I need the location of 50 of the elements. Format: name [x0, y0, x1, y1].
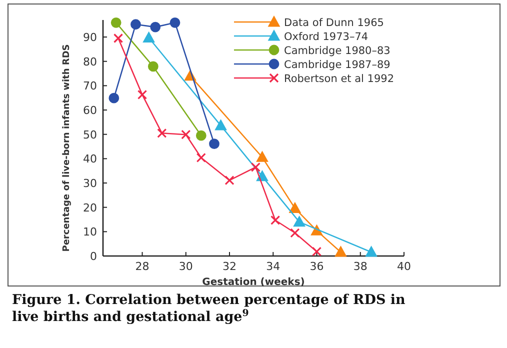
point [148, 61, 158, 72]
point [250, 162, 260, 172]
point [366, 246, 377, 257]
y-tick-label: 80 [83, 55, 97, 68]
point [113, 33, 124, 44]
point [290, 228, 300, 238]
legend-label: Data of Dunn 1965 [284, 17, 384, 29]
x-tick-label: 32 [222, 260, 237, 273]
point [130, 19, 141, 30]
y-tick-label: 20 [83, 201, 97, 214]
point [270, 215, 280, 226]
y-tick-label: 60 [83, 104, 97, 118]
y-tick-label: 30 [83, 177, 97, 190]
x-tick-label: 28 [135, 260, 150, 273]
point [289, 202, 301, 214]
x-axis-title: Gestation (weeks) [202, 277, 305, 288]
x-tick-label: 34 [266, 260, 280, 273]
x-tick-label: 38 [353, 260, 368, 273]
point [294, 216, 306, 227]
legend-label: Robertson et al 1992 [284, 73, 394, 85]
y-tick-label: 40 [83, 152, 97, 166]
point [312, 246, 322, 256]
point [196, 152, 206, 163]
point [150, 22, 161, 32]
point [143, 32, 155, 42]
point [256, 152, 268, 162]
caption: Figure 1. Correlation between percentage of RDS in live births and gestational age$^{9}$ [12, 292, 406, 325]
y-axis-title: Percentage of live-born infants with RDS [62, 44, 72, 252]
point [137, 90, 148, 100]
y-tick-label: 90 [83, 31, 97, 44]
x-tick-label: 36 [310, 260, 324, 273]
y-tick-label: 70 [83, 80, 97, 93]
legend-label: Cambridge 1987–89 [284, 59, 390, 71]
point [108, 92, 120, 104]
point [224, 176, 234, 186]
point [209, 138, 220, 150]
x-tick-label: 30 [178, 260, 193, 273]
point [181, 130, 191, 140]
y-tick-label: 50 [83, 128, 97, 142]
y-tick-label: 10 [83, 226, 97, 239]
x-tick-label: 40 [397, 260, 411, 273]
point [335, 246, 346, 257]
legend-label: Oxford 1973–74 [284, 31, 368, 43]
legend-label: Cambridge 1980–83 [284, 45, 390, 57]
point [110, 17, 122, 28]
point [196, 130, 206, 141]
point [215, 120, 226, 130]
y-tick-label: 0 [90, 250, 97, 263]
point [170, 17, 180, 28]
point [157, 128, 167, 138]
